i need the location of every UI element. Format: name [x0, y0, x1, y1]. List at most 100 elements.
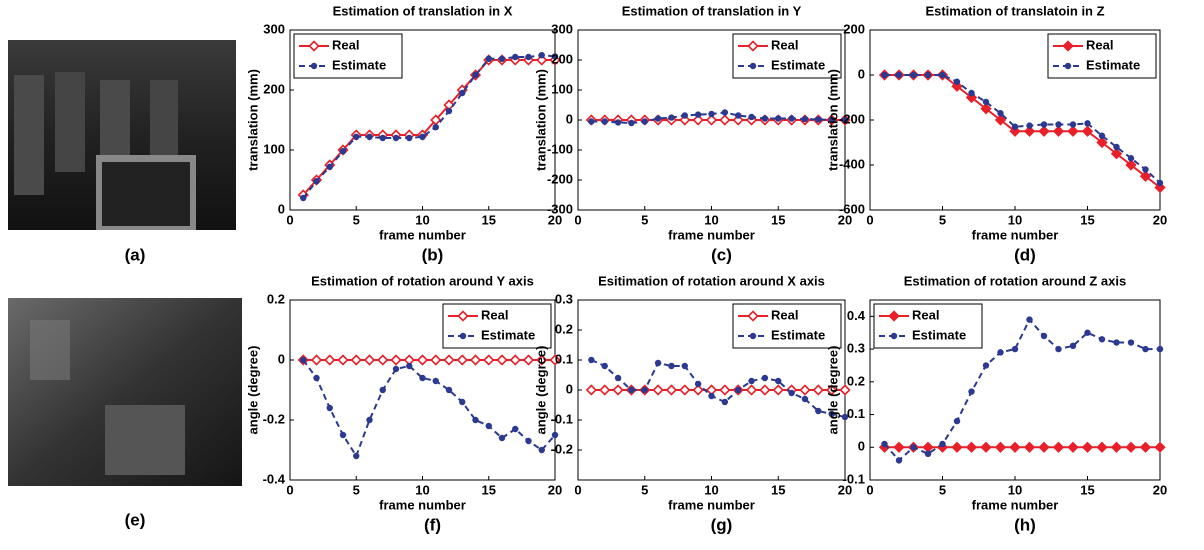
point [379, 386, 386, 394]
chart-title: Estimation of rotation around Z axis [904, 273, 1126, 288]
point [968, 388, 975, 395]
point [1125, 441, 1137, 453]
point [748, 113, 755, 121]
point [1142, 345, 1149, 353]
x-tick-label: 20 [1153, 212, 1167, 227]
point [719, 384, 731, 396]
legend-label: Estimate [771, 57, 825, 72]
point [641, 386, 648, 394]
point [601, 362, 608, 370]
point [759, 384, 771, 396]
legend-marker [1062, 40, 1074, 52]
point [1139, 170, 1152, 182]
point [1127, 155, 1135, 162]
legend-label: Real [771, 307, 798, 322]
point [801, 395, 809, 403]
x-tick-label: 10 [415, 212, 429, 227]
y-tick-label: 300 [263, 21, 285, 36]
point [1026, 122, 1033, 129]
point [692, 114, 704, 126]
point [538, 52, 545, 59]
legend-label: Real [1086, 37, 1113, 52]
point [951, 441, 963, 453]
point [549, 354, 561, 366]
y-tick-label: -600 [839, 201, 865, 216]
point [326, 404, 333, 412]
point [719, 114, 731, 126]
point [980, 441, 992, 453]
point [1023, 441, 1036, 453]
point [339, 148, 347, 155]
point [994, 441, 1007, 453]
point [363, 354, 376, 366]
point [536, 54, 548, 66]
point [893, 441, 905, 453]
y-axis-label: translation (mm) [825, 69, 840, 171]
legend-marker [888, 310, 900, 322]
legend-marker [747, 310, 759, 322]
point [924, 71, 932, 79]
legend-marker [749, 62, 757, 70]
x-tick-label: 5 [939, 482, 946, 497]
panel-caption: (b) [422, 245, 444, 264]
y-axis-label: translation (mm) [245, 69, 260, 171]
point [910, 444, 917, 451]
point [483, 354, 495, 366]
point [939, 440, 946, 448]
panel-caption: (g) [711, 515, 733, 534]
x-axis-label: frame number [668, 227, 755, 242]
point [815, 407, 822, 415]
figure-label: (a) [125, 245, 146, 264]
point [1098, 336, 1106, 343]
point [509, 354, 521, 366]
point [745, 384, 758, 396]
point [1084, 329, 1091, 336]
point [997, 349, 1004, 356]
legend-marker [308, 40, 320, 52]
chart-title: Estimation of rotation around Y axis [311, 273, 534, 288]
y-tick-label: 100 [263, 141, 285, 156]
point [353, 452, 360, 460]
y-tick-label: 200 [843, 21, 865, 36]
point [1038, 125, 1050, 137]
legend-box [732, 33, 842, 79]
x-axis-label: frame number [379, 227, 466, 242]
y-tick-label: 0 [858, 439, 865, 454]
point [775, 115, 782, 122]
point [498, 55, 506, 62]
point [748, 377, 755, 385]
point [982, 98, 990, 106]
point [1055, 121, 1062, 128]
y-tick-label: -0.2 [263, 411, 285, 426]
point [1081, 441, 1094, 453]
x-tick-label: 5 [353, 212, 360, 227]
y-tick-label: 0.3 [847, 341, 865, 356]
y-tick-label: -200 [839, 111, 865, 126]
legend-box [732, 303, 842, 349]
legend-label: Estimate [771, 327, 825, 342]
y-tick-label: 0 [566, 111, 573, 126]
y-axis-label: angle (degree) [533, 346, 548, 435]
point [1125, 159, 1137, 171]
point [300, 356, 307, 364]
point [1052, 125, 1065, 137]
point [300, 194, 307, 202]
y-tick-label: 100 [551, 81, 573, 96]
x-axis-label: frame number [668, 497, 755, 512]
legend-marker [1064, 62, 1072, 70]
point [522, 354, 535, 366]
y-tick-label: 0.2 [555, 321, 573, 336]
point [652, 384, 664, 396]
point [924, 450, 932, 458]
x-tick-label: 20 [1153, 482, 1167, 497]
y-tick-label: 0.2 [847, 373, 865, 388]
x-tick-label: 0 [574, 212, 581, 227]
point [310, 354, 323, 366]
point [708, 110, 715, 118]
point [1081, 125, 1094, 137]
x-tick-label: 20 [548, 482, 562, 497]
legend-marker [459, 332, 467, 340]
point [953, 78, 961, 85]
chart-title: Estimation of translatoin in Z [925, 3, 1104, 18]
point [601, 118, 608, 125]
